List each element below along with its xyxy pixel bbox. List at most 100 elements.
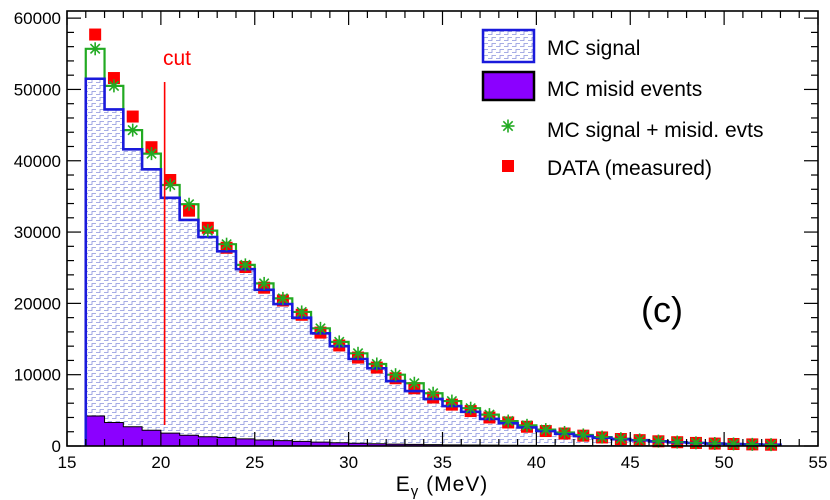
mc-sum-point (558, 425, 572, 439)
mc-sum-point (163, 178, 177, 192)
star-stroke (596, 431, 608, 443)
mc-sum-point (651, 434, 665, 448)
mc-sum-point (88, 42, 102, 56)
mc-sum-point (295, 305, 309, 319)
star-stroke (390, 369, 401, 380)
legend-entry-mc-sum: MC signal + misid. evts (501, 119, 763, 142)
x-tick-label: 15 (58, 453, 77, 472)
mc-sum-point (332, 335, 346, 349)
legend: MC signal MC misid events MC signal + mi… (481, 28, 763, 180)
y-tick-label: 40000 (14, 152, 61, 171)
star-stroke (446, 395, 458, 407)
y-tick-label: 30000 (14, 223, 61, 242)
mc-sum-point (539, 423, 553, 437)
star-stroke (165, 179, 176, 191)
data-point (89, 28, 102, 41)
mc-sum-point (257, 276, 271, 290)
mc-sum-point (238, 258, 252, 272)
legend-star (501, 119, 515, 133)
star-stroke (371, 358, 383, 370)
x-axis-label: Eγ (MeV) (396, 473, 489, 500)
star-stroke (728, 438, 739, 450)
star-stroke (183, 199, 195, 210)
star-stroke (484, 409, 495, 420)
star-stroke (258, 278, 270, 289)
star-stroke (521, 420, 533, 431)
star-stroke (277, 293, 289, 304)
x-tick-label: 50 (715, 453, 734, 472)
star-stroke (653, 435, 664, 447)
star-stroke (296, 306, 307, 318)
x-axis-label-main: E (396, 473, 411, 496)
cut-annotation: cut (163, 47, 191, 70)
mc-sum-point (313, 321, 327, 335)
star-stroke (559, 427, 570, 438)
mc-sum-point (708, 437, 722, 451)
y-tick-label: 20000 (14, 294, 61, 313)
legend-entry-data: DATA (measured) (502, 157, 712, 180)
mc-sum-point (276, 291, 290, 305)
star-stroke (615, 433, 627, 444)
plot-area (84, 28, 782, 452)
star-stroke (671, 436, 683, 448)
mc-sum-point (426, 386, 440, 400)
star-stroke (240, 259, 251, 271)
mc-sum-point (482, 408, 496, 422)
y-tick-label: 60000 (14, 9, 61, 28)
star-stroke (127, 124, 138, 136)
mc-sum-point (464, 401, 478, 415)
mc-sum-point (107, 79, 121, 93)
mc-sum-point (727, 437, 741, 451)
x-tick-label: 55 (809, 453, 828, 472)
legend-label-mc-misid: MC misid events (547, 78, 702, 101)
star-stroke (427, 387, 439, 399)
star-stroke (765, 439, 777, 450)
mc-sum-point (745, 437, 759, 451)
star-stroke (502, 120, 514, 132)
legend-swatch-mc-signal (481, 28, 536, 64)
panel-label: (c) (641, 289, 683, 330)
star-stroke (315, 323, 326, 334)
mc-sum-point (689, 436, 703, 450)
mc-sum-point (614, 432, 628, 446)
mc-sum-point (144, 147, 158, 161)
legend-entry-mc-misid: MC misid events (481, 70, 702, 102)
star-stroke (540, 424, 552, 435)
star-stroke (89, 43, 101, 55)
mc-sum-point (576, 428, 590, 442)
mc-signal-fill (85, 78, 781, 446)
x-tick-label: 30 (339, 453, 358, 472)
legend-label-mc-sum: MC signal + misid. evts (547, 119, 763, 142)
x-tick-label: 35 (433, 453, 452, 472)
x-tick-label: 40 (527, 453, 546, 472)
star-stroke (352, 348, 364, 359)
legend-label-data: DATA (measured) (547, 157, 712, 180)
mc-sum-point (126, 123, 140, 137)
mc-sum-point (389, 368, 403, 382)
x-tick-label: 25 (245, 453, 264, 472)
star-stroke (634, 434, 645, 446)
mc-sum-point (182, 197, 196, 211)
star-stroke (202, 225, 214, 236)
y-tick-label: 0 (52, 437, 61, 456)
legend-square-marker (502, 160, 514, 172)
star-stroke (409, 378, 420, 389)
y-tick-label: 10000 (14, 366, 61, 385)
legend-label-mc-signal: MC signal (547, 37, 640, 60)
star-stroke (333, 336, 345, 348)
mc-sum-point (764, 438, 778, 452)
star-stroke (108, 80, 120, 92)
mc-sum-point (351, 346, 365, 360)
mc-sum-point (595, 430, 609, 444)
star-stroke (747, 439, 758, 450)
x-tick-label: 45 (621, 453, 640, 472)
star-stroke (502, 415, 514, 427)
data-point (126, 110, 139, 123)
mc-sum-point (201, 224, 215, 238)
mc-sum-point (445, 394, 459, 408)
mc-sum-point (633, 433, 647, 447)
mc-sum-point (220, 237, 234, 251)
data-point (107, 72, 120, 85)
mc-sum-point (670, 435, 684, 449)
